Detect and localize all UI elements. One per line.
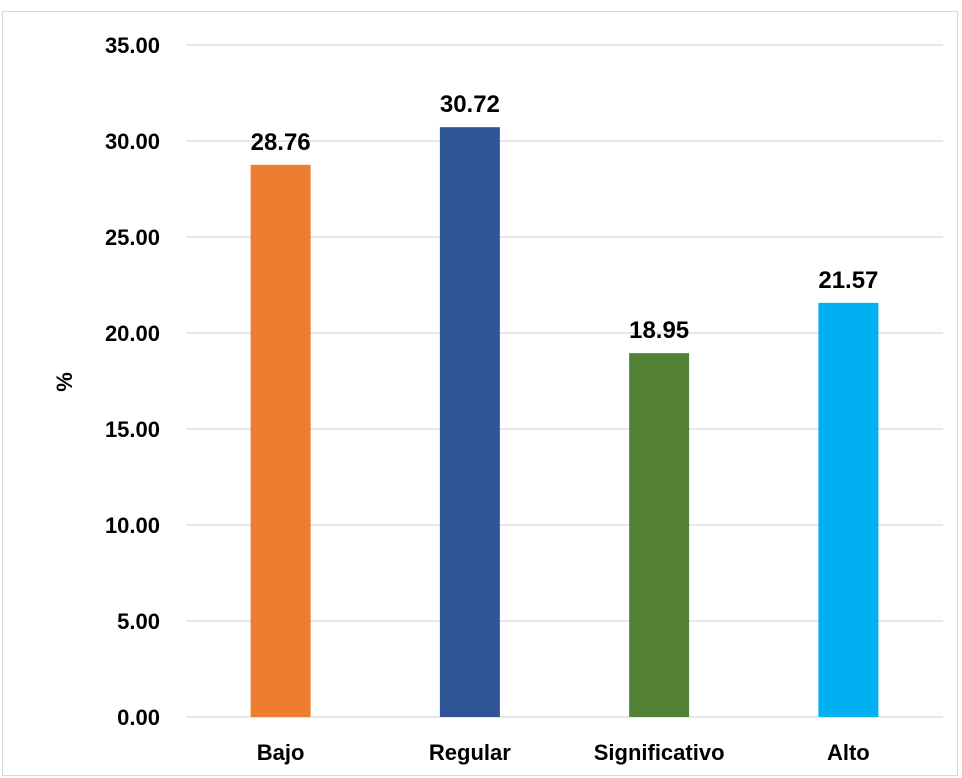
y-tick-label: 5.00 <box>117 609 160 634</box>
y-tick-label: 0.00 <box>117 705 160 730</box>
bars <box>250 127 879 718</box>
y-tick-label: 30.00 <box>105 129 160 154</box>
y-axis-title: % <box>52 372 77 392</box>
y-tick-labels: 0.00 5.00 10.00 15.00 20.00 25.00 30.00 35.00 <box>105 33 160 730</box>
x-tick-label-significativo: Significativo <box>594 740 725 765</box>
y-tick-label: 35.00 <box>105 33 160 58</box>
bar-regular <box>439 127 500 717</box>
data-label-regular: 30.72 <box>440 91 500 118</box>
data-label-significativo: 18.95 <box>629 317 689 344</box>
y-tick-label: 20.00 <box>105 321 160 346</box>
x-tick-label-regular: Regular <box>429 740 511 765</box>
x-tick-label-bajo: Bajo <box>257 740 305 765</box>
bar-alto <box>818 302 879 717</box>
x-tick-labels: Bajo Regular Significativo Alto <box>257 740 870 765</box>
y-tick-label: 15.00 <box>105 417 160 442</box>
data-label-bajo: 28.76 <box>251 129 311 156</box>
y-tick-label: 25.00 <box>105 225 160 250</box>
bar-bajo <box>250 164 311 718</box>
gridlines <box>186 44 943 718</box>
data-labels: 28.76 30.72 18.95 21.57 <box>251 91 879 344</box>
y-tick-label: 10.00 <box>105 513 160 538</box>
data-label-alto: 21.57 <box>818 267 878 294</box>
bar-significativo <box>629 353 690 717</box>
x-tick-label-alto: Alto <box>827 740 870 765</box>
